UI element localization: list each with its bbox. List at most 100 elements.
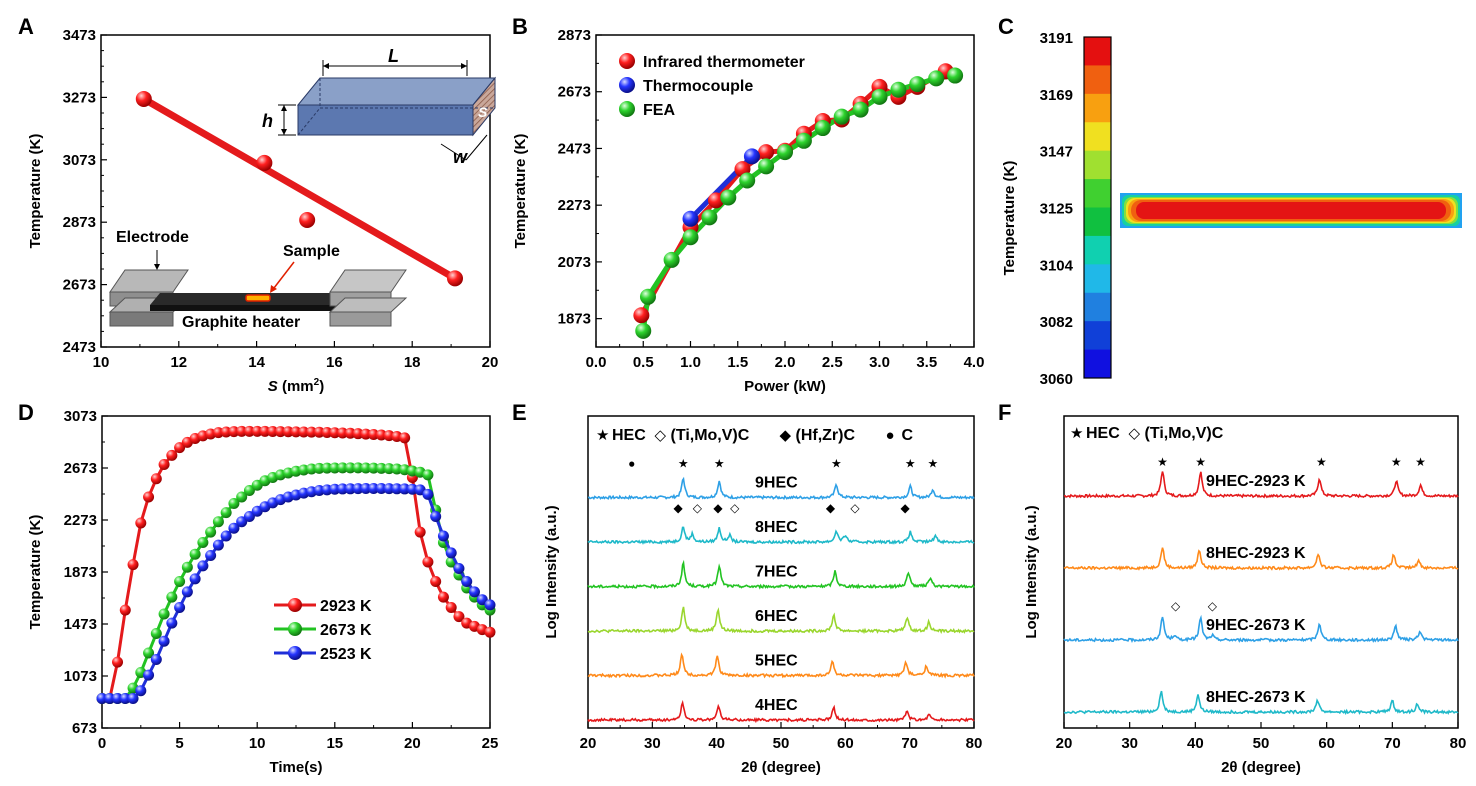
data-point-blue [445, 547, 457, 559]
data-point-red [158, 458, 170, 470]
x-tick-label: 50 [773, 735, 790, 752]
panel-b-chart: 0.0 0.5 1.0 1.5 2.0 2.5 3.0 3.5 4.0 1873 2073 2273 2… [512, 27, 984, 395]
data-point [299, 212, 316, 229]
peak-marker: ★ [714, 457, 725, 471]
data-point-green [871, 88, 888, 105]
data-point-blue [422, 488, 434, 500]
panel-b-xlabel: Power (kW) [744, 378, 826, 395]
data-point-green [758, 158, 775, 175]
data-point-blue [337, 483, 349, 495]
color-scale-cell [1084, 349, 1111, 379]
data-point-green [814, 120, 831, 137]
legend-symbol: ★ [1070, 425, 1083, 442]
data-point-red [453, 611, 465, 623]
data-point-green [360, 462, 372, 474]
x-tick-label: 15 [326, 735, 343, 752]
panel-d-chart: 0 5 10 15 20 25 673 1073 1473 1873 2273 2673 3073 29… [27, 408, 498, 776]
panel-e-xlabel: 2θ (degree) [741, 759, 821, 776]
color-scale-cell [1084, 292, 1111, 322]
data-point-blue [212, 539, 224, 551]
data-point-red [290, 426, 302, 438]
x-tick-label: 40 [1187, 735, 1204, 752]
data-point-red [112, 656, 124, 668]
y-tick-label: 3073 [63, 152, 96, 169]
x-tick-label: 14 [248, 354, 265, 371]
panel-a-xlabel-close: ) [319, 378, 324, 395]
panel-d-ylabel: Temperature (K) [27, 515, 44, 630]
x-tick-label: 70 [1384, 735, 1401, 752]
x-tick-label: 20 [580, 735, 597, 752]
data-point-red [321, 427, 333, 439]
peak-marker: ◇ [1208, 599, 1218, 613]
data-point-green [158, 608, 170, 620]
x-tick-label: 50 [1253, 735, 1270, 752]
data-point-blue [119, 692, 131, 704]
data-point-red [422, 556, 434, 568]
data-point-blue [143, 669, 155, 681]
data-point-blue [468, 586, 480, 598]
x-tick-label: 20 [482, 354, 499, 371]
inset-label-l: L [388, 46, 399, 66]
data-point-blue [329, 483, 341, 495]
data-point-green [833, 108, 850, 125]
scale-tick-label: 3060 [1040, 371, 1073, 388]
peak-marker: ◆ [901, 501, 911, 515]
panel-letter-f: F [998, 400, 1011, 425]
y-tick-label: 3473 [63, 27, 96, 44]
inset-label-w: w [453, 147, 468, 167]
heatmap-rod [1120, 193, 1462, 228]
legend-marker [619, 101, 635, 117]
x-tick-label: 1.5 [727, 354, 748, 371]
data-point-blue [360, 483, 372, 495]
panel-a-xlabel: S (mm2) [268, 377, 324, 395]
xrd-trace-orange [1063, 547, 1459, 572]
data-point-blue [352, 483, 364, 495]
series-line-green [640, 73, 958, 334]
legend-marker [288, 622, 302, 636]
xrd-trace-cyan [1063, 690, 1459, 716]
panel-d-xlabel: Time(s) [269, 759, 322, 776]
legend-label: 2673 K [320, 622, 372, 639]
data-point-blue [150, 653, 162, 665]
data-point-green [337, 462, 349, 474]
data-point-blue [476, 594, 488, 606]
legend-label: (Ti,Mo,V)C [1145, 425, 1224, 442]
data-point-green [383, 463, 395, 475]
y-tick-label: 1873 [64, 564, 97, 581]
peak-marker: ★ [1195, 455, 1206, 469]
panel-c-heatmap: 3191 3169 3147 3125 3104 3082 3060 Temperature… [1001, 30, 1462, 388]
data-point-green [635, 322, 652, 339]
data-point-blue [375, 483, 387, 495]
scale-tick-label: 3147 [1040, 144, 1073, 161]
y-tick-label: 1473 [64, 616, 97, 633]
panel-a-ylabel: Temperature (K) [27, 134, 44, 249]
data-point-red [337, 427, 349, 439]
data-point-blue [220, 530, 232, 542]
data-point-green [375, 462, 387, 474]
legend-marker [288, 598, 302, 612]
data-point [135, 90, 152, 107]
data-point-green [236, 491, 248, 503]
trace-label: 9HEC-2923 K [1206, 473, 1306, 490]
trace-label: 8HEC [755, 519, 798, 536]
peak-marker: ◆ [673, 501, 683, 515]
peak-marker: ◆ [826, 501, 836, 515]
x-tick-label: 20 [1056, 735, 1073, 752]
data-point-red [166, 449, 178, 461]
data-point-red [236, 425, 248, 437]
data-point-blue [166, 617, 178, 629]
x-tick-label: 4.0 [964, 354, 985, 371]
data-point-blue [243, 510, 255, 522]
trace-label: 5HEC [755, 653, 798, 670]
x-tick-label: 30 [644, 735, 661, 752]
peak-marker: ★ [927, 457, 938, 471]
data-point-blue [391, 483, 403, 495]
x-tick-label: 60 [837, 735, 854, 752]
y-tick-label: 3273 [63, 89, 96, 106]
data-point-blue [174, 601, 186, 613]
data-point-blue [228, 522, 240, 534]
legend-label: 2523 K [320, 646, 372, 663]
data-point-green [181, 561, 193, 573]
peak-marker: ◇ [1171, 599, 1181, 613]
